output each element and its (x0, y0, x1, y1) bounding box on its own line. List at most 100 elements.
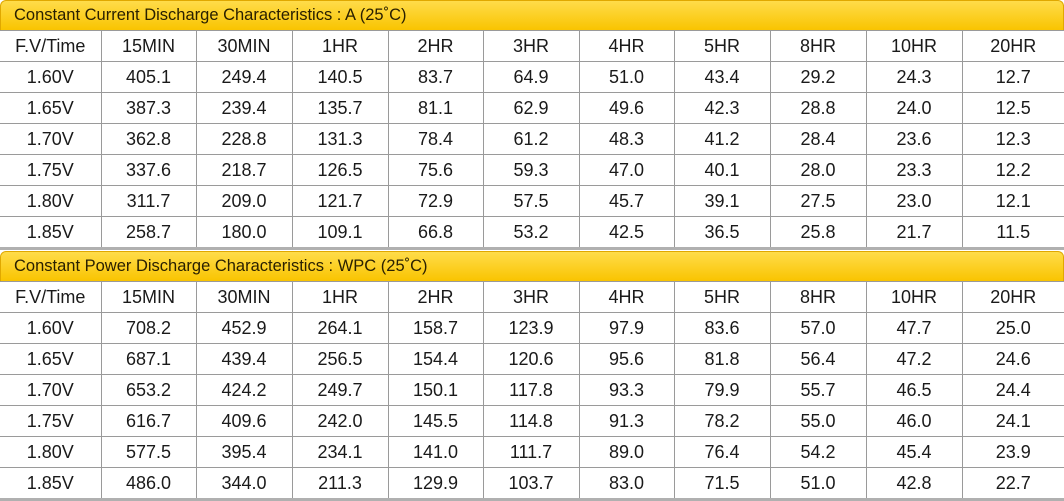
column-header: F.V/Time (0, 30, 102, 62)
column-header: 30MIN (196, 281, 293, 313)
table-cell: 12.5 (962, 92, 1064, 124)
table-cell: 264.1 (292, 312, 389, 344)
row-voltage-cell: 1.80V (0, 436, 102, 468)
table-row: 1.85V 258.7 180.0 109.1 66.8 53.2 42.5 36.5 25.8… (0, 216, 1064, 250)
table-cell: 28.8 (770, 92, 867, 124)
table-row: 1.65V 687.1 439.4 256.5 154.4 120.6 95.6 81.8 56… (0, 343, 1064, 375)
power-discharge-title: Constant Power Discharge Characteristics… (0, 251, 1064, 281)
table-cell: 54.2 (770, 436, 867, 468)
table-cell: 405.1 (101, 61, 197, 93)
table-cell: 46.5 (866, 374, 963, 406)
table-cell: 452.9 (196, 312, 293, 344)
table-cell: 12.3 (962, 123, 1064, 155)
table-cell: 91.3 (579, 405, 675, 437)
table-cell: 55.0 (770, 405, 867, 437)
row-voltage-cell: 1.80V (0, 185, 102, 217)
table-cell: 121.7 (292, 185, 389, 217)
table-cell: 47.2 (866, 343, 963, 375)
power-discharge-table: F.V/Time 15MIN 30MIN 1HR 2HR 3HR 4HR 5HR 8HR 10HR… (0, 281, 1064, 501)
table-cell: 43.4 (674, 61, 771, 93)
table-cell: 83.6 (674, 312, 771, 344)
row-voltage-cell: 1.75V (0, 405, 102, 437)
table-cell: 97.9 (579, 312, 675, 344)
table-cell: 180.0 (196, 216, 293, 250)
table-cell: 56.4 (770, 343, 867, 375)
table-row: 1.85V 486.0 344.0 211.3 129.9 103.7 83.0 71.5 51… (0, 467, 1064, 501)
table-cell: 51.0 (579, 61, 675, 93)
row-voltage-cell: 1.70V (0, 374, 102, 406)
table-cell: 45.7 (579, 185, 675, 217)
table-cell: 131.3 (292, 123, 389, 155)
table-cell: 311.7 (101, 185, 197, 217)
row-voltage-cell: 1.65V (0, 343, 102, 375)
table-cell: 75.6 (388, 154, 484, 186)
table-cell: 120.6 (483, 343, 580, 375)
table-cell: 145.5 (388, 405, 484, 437)
table-cell: 81.8 (674, 343, 771, 375)
column-header: 4HR (579, 281, 675, 313)
table-cell: 48.3 (579, 123, 675, 155)
table-cell: 42.5 (579, 216, 675, 250)
table-cell: 135.7 (292, 92, 389, 124)
table-cell: 653.2 (101, 374, 197, 406)
column-header: 1HR (292, 30, 389, 62)
table-cell: 64.9 (483, 61, 580, 93)
table-row: 1.80V 577.5 395.4 234.1 141.0 111.7 89.0 76.4 54… (0, 436, 1064, 468)
column-header: 20HR (962, 281, 1064, 313)
table-cell: 218.7 (196, 154, 293, 186)
table-cell: 395.4 (196, 436, 293, 468)
table-cell: 12.1 (962, 185, 1064, 217)
table-cell: 158.7 (388, 312, 484, 344)
table-cell: 256.5 (292, 343, 389, 375)
table-cell: 28.4 (770, 123, 867, 155)
table-cell: 22.7 (962, 467, 1064, 501)
table-cell: 23.6 (866, 123, 963, 155)
table-cell: 117.8 (483, 374, 580, 406)
table-row: 1.60V 405.1 249.4 140.5 83.7 64.9 51.0 43.4 29.2… (0, 61, 1064, 93)
table-cell: 36.5 (674, 216, 771, 250)
table-cell: 249.4 (196, 61, 293, 93)
table-cell: 23.0 (866, 185, 963, 217)
table-row: 1.75V 616.7 409.6 242.0 145.5 114.8 91.3 78.2 55… (0, 405, 1064, 437)
table-cell: 71.5 (674, 467, 771, 501)
table-cell: 41.2 (674, 123, 771, 155)
row-voltage-cell: 1.70V (0, 123, 102, 155)
row-voltage-cell: 1.75V (0, 154, 102, 186)
table-cell: 61.2 (483, 123, 580, 155)
column-header: 5HR (674, 281, 771, 313)
table-cell: 89.0 (579, 436, 675, 468)
row-voltage-cell: 1.60V (0, 312, 102, 344)
column-header: F.V/Time (0, 281, 102, 313)
table-cell: 27.5 (770, 185, 867, 217)
table-cell: 109.1 (292, 216, 389, 250)
table-cell: 141.0 (388, 436, 484, 468)
header-row: F.V/Time 15MIN 30MIN 1HR 2HR 3HR 4HR 5HR 8HR 10HR… (0, 281, 1064, 313)
table-cell: 439.4 (196, 343, 293, 375)
table-cell: 39.1 (674, 185, 771, 217)
table-cell: 211.3 (292, 467, 389, 501)
table-cell: 708.2 (101, 312, 197, 344)
row-voltage-cell: 1.65V (0, 92, 102, 124)
table-cell: 25.8 (770, 216, 867, 250)
column-header: 2HR (388, 30, 484, 62)
table-cell: 29.2 (770, 61, 867, 93)
table-cell: 78.4 (388, 123, 484, 155)
table-cell: 57.0 (770, 312, 867, 344)
table-cell: 258.7 (101, 216, 197, 250)
table-cell: 23.9 (962, 436, 1064, 468)
table-cell: 150.1 (388, 374, 484, 406)
column-header: 4HR (579, 30, 675, 62)
table-cell: 114.8 (483, 405, 580, 437)
header-row: F.V/Time 15MIN 30MIN 1HR 2HR 3HR 4HR 5HR 8HR 10HR… (0, 30, 1064, 62)
table-cell: 81.1 (388, 92, 484, 124)
table-cell: 42.3 (674, 92, 771, 124)
column-header: 10HR (866, 281, 963, 313)
table-row: 1.70V 653.2 424.2 249.7 150.1 117.8 93.3 79.9 55… (0, 374, 1064, 406)
table-cell: 486.0 (101, 467, 197, 501)
table-cell: 59.3 (483, 154, 580, 186)
table-cell: 25.0 (962, 312, 1064, 344)
table-cell: 28.0 (770, 154, 867, 186)
table-cell: 11.5 (962, 216, 1064, 250)
table-cell: 83.0 (579, 467, 675, 501)
table-cell: 83.7 (388, 61, 484, 93)
